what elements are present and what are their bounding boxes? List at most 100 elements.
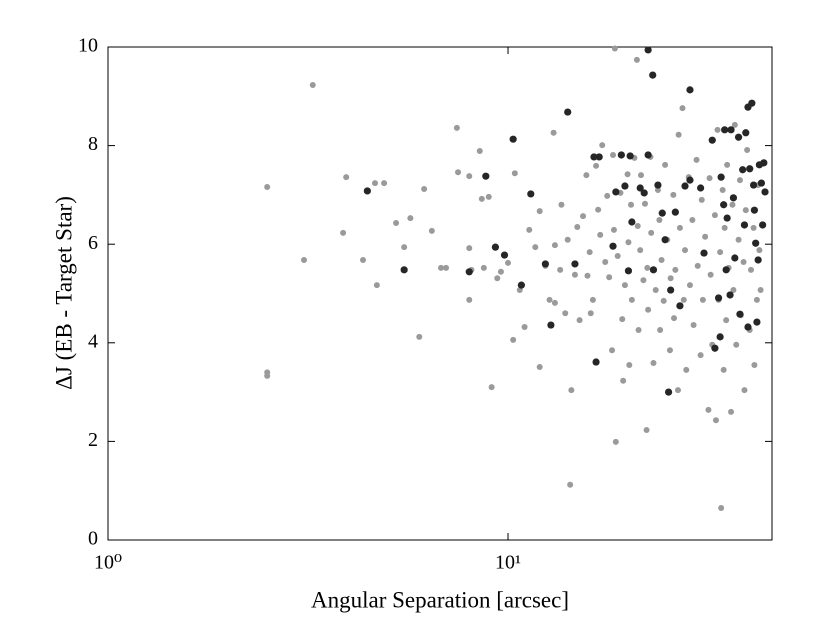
- point: [650, 360, 657, 367]
- point: [689, 217, 696, 224]
- point: [721, 224, 728, 231]
- point: [640, 189, 648, 197]
- point: [624, 171, 631, 178]
- point: [557, 266, 564, 273]
- point: [662, 161, 669, 168]
- point: [371, 180, 378, 187]
- point: [667, 275, 674, 282]
- point: [723, 214, 731, 222]
- point: [343, 174, 350, 181]
- point: [658, 256, 665, 263]
- point: [750, 206, 759, 214]
- point: [476, 148, 483, 155]
- point: [739, 166, 747, 174]
- point: [686, 282, 693, 289]
- point: [757, 179, 766, 187]
- point: [466, 173, 473, 180]
- point: [723, 317, 730, 324]
- point: [626, 361, 633, 368]
- point: [564, 236, 571, 243]
- x-axis-title: Angular Separation [arcsec]: [311, 587, 569, 612]
- point: [497, 268, 504, 275]
- point: [300, 256, 307, 263]
- point: [644, 151, 652, 159]
- point: [478, 195, 485, 202]
- point: [620, 377, 627, 384]
- point: [571, 271, 578, 278]
- point: [729, 201, 736, 208]
- point: [628, 218, 636, 226]
- point: [699, 296, 706, 303]
- point: [759, 221, 767, 229]
- point: [567, 481, 574, 488]
- point: [658, 209, 666, 217]
- point: [373, 282, 380, 289]
- point: [714, 126, 721, 133]
- point: [494, 275, 501, 282]
- y-tick-label: 8: [88, 133, 98, 155]
- point: [602, 258, 609, 265]
- point: [527, 190, 535, 198]
- point: [670, 191, 677, 198]
- point: [360, 256, 367, 263]
- x-tick-label: 10¹: [495, 552, 521, 574]
- point: [720, 366, 727, 373]
- point: [590, 153, 598, 161]
- point: [676, 224, 683, 231]
- point: [656, 217, 663, 224]
- point: [593, 162, 600, 169]
- point: [730, 287, 737, 294]
- point: [744, 323, 752, 331]
- point: [536, 208, 543, 215]
- point: [621, 282, 628, 289]
- point: [654, 186, 661, 193]
- point: [752, 239, 760, 247]
- point: [717, 173, 725, 181]
- point: [657, 326, 664, 333]
- point: [757, 287, 764, 294]
- point: [617, 151, 625, 159]
- point: [381, 180, 388, 187]
- point: [640, 277, 647, 284]
- point: [583, 172, 590, 179]
- point: [753, 296, 760, 303]
- point: [637, 247, 644, 254]
- point: [741, 387, 748, 394]
- point: [609, 242, 617, 250]
- point: [686, 176, 694, 184]
- point: [532, 244, 539, 251]
- point: [740, 221, 749, 229]
- point: [621, 182, 629, 190]
- y-tick-label: 0: [88, 528, 98, 550]
- point: [511, 170, 518, 177]
- point: [729, 194, 738, 202]
- point: [717, 249, 724, 256]
- point: [724, 161, 731, 168]
- point: [455, 169, 462, 176]
- y-tick-label: 6: [88, 232, 98, 254]
- point: [756, 247, 763, 254]
- point: [628, 201, 635, 208]
- point: [740, 258, 747, 265]
- point: [589, 296, 596, 303]
- point: [667, 286, 675, 294]
- point: [705, 406, 712, 413]
- point: [742, 129, 750, 137]
- point: [536, 363, 543, 370]
- point: [393, 220, 400, 227]
- point: [541, 260, 549, 268]
- point: [753, 318, 761, 326]
- point: [693, 156, 700, 163]
- point: [679, 105, 686, 112]
- point: [711, 344, 719, 352]
- point: [595, 206, 602, 213]
- point: [606, 274, 613, 281]
- point: [660, 297, 667, 304]
- point: [728, 408, 735, 415]
- point: [584, 272, 591, 279]
- point: [736, 177, 743, 184]
- point: [674, 387, 681, 394]
- point: [416, 333, 423, 340]
- plot-frame: [107, 46, 773, 541]
